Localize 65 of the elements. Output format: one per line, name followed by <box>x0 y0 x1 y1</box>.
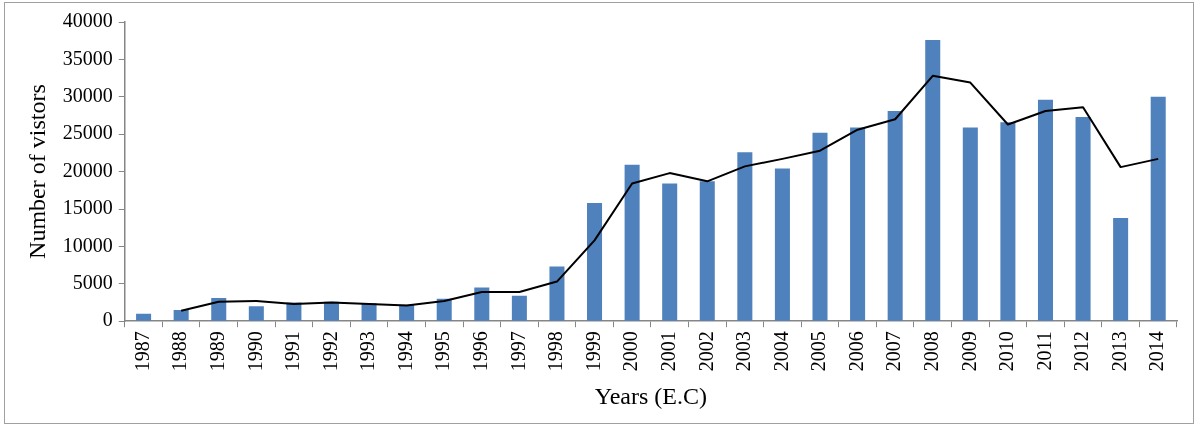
bar <box>549 266 565 321</box>
y-tick-label: 35000 <box>62 46 113 69</box>
x-tick-label: 2001 <box>656 331 679 372</box>
x-tick-label: 1997 <box>506 331 529 372</box>
x-tick-label: 1992 <box>318 331 341 372</box>
bar <box>1113 217 1129 321</box>
x-tick-label: 1988 <box>168 331 191 372</box>
x-tick-label: 1994 <box>393 331 416 372</box>
x-tick-label: 1993 <box>356 331 379 372</box>
bar <box>699 181 715 321</box>
x-tick-label: 2010 <box>995 331 1018 372</box>
bar <box>587 203 603 321</box>
bar <box>173 309 189 321</box>
y-tick-label: 30000 <box>62 84 113 107</box>
x-tick-label: 2012 <box>1070 331 1093 372</box>
bar <box>248 306 264 321</box>
y-tick-label: 10000 <box>62 233 113 256</box>
x-tick-label: 2003 <box>732 331 755 372</box>
bar <box>737 152 753 321</box>
x-tick-label: 2008 <box>919 331 942 372</box>
x-tick-label: 2009 <box>957 331 980 372</box>
x-axis-title: Years (E.C) <box>594 382 708 409</box>
bar <box>474 287 490 321</box>
y-axis-title: Number of vistors <box>23 84 50 259</box>
x-tick-label: 1990 <box>243 331 266 372</box>
x-tick-label: 1999 <box>581 331 604 372</box>
y-tick-label: 0 <box>102 308 113 331</box>
x-tick-label: 2014 <box>1145 331 1168 372</box>
bar <box>887 111 903 321</box>
y-tick-label: 20000 <box>62 158 113 181</box>
bar <box>436 298 452 321</box>
bar <box>1075 117 1091 321</box>
x-tick-label: 1998 <box>544 331 567 372</box>
x-tick-label: 2013 <box>1107 331 1130 372</box>
bar <box>1000 122 1016 321</box>
y-tick-label: 15000 <box>62 196 113 219</box>
y-tick-label: 40000 <box>62 9 113 32</box>
bar <box>662 183 678 321</box>
x-tick-label: 1991 <box>281 331 304 372</box>
bar <box>624 164 640 321</box>
x-tick-label: 1996 <box>469 331 492 372</box>
y-tick-label: 25000 <box>62 121 113 144</box>
bar <box>399 304 415 321</box>
bar <box>850 127 866 321</box>
bar <box>774 168 790 321</box>
x-tick-label: 2007 <box>882 331 905 372</box>
y-tick-label: 5000 <box>72 271 113 294</box>
bar <box>962 127 978 321</box>
bar <box>211 298 227 321</box>
x-tick-label: 2005 <box>807 331 830 372</box>
bar <box>511 295 527 321</box>
bar <box>323 301 339 321</box>
x-tick-label: 2006 <box>844 331 867 372</box>
x-tick-label: 1987 <box>130 331 153 372</box>
bar <box>812 132 828 321</box>
bar <box>136 313 152 321</box>
x-tick-label: 1989 <box>206 331 228 372</box>
x-tick-label: 2011 <box>1032 331 1055 371</box>
x-tick-label: 2000 <box>619 331 642 372</box>
x-tick-label: 2002 <box>694 331 717 372</box>
bar <box>1150 96 1166 321</box>
bar <box>925 39 941 321</box>
x-tick-label: 2004 <box>769 331 792 372</box>
bar <box>1037 99 1053 321</box>
x-tick-label: 1995 <box>431 331 454 372</box>
